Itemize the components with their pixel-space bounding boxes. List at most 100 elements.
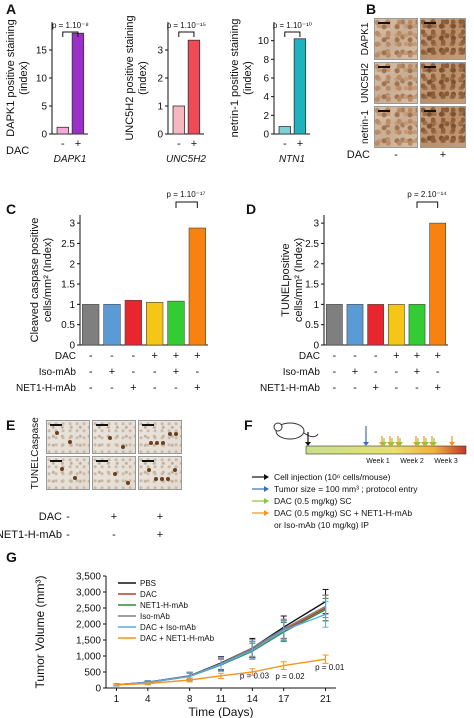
tunel-caspase-image (92, 420, 136, 454)
stained-cell (55, 431, 59, 435)
sign: - (131, 366, 135, 378)
panel-letter-e: E (6, 417, 15, 433)
stained-cell (68, 440, 72, 444)
y-tick-label: 1 (69, 300, 75, 311)
y-axis-label: (index) (242, 61, 254, 95)
legend-label: Iso-mAb (140, 612, 170, 621)
tunel-caspase-image (46, 456, 90, 490)
treatment-row-label: NET1-H-mAb (0, 529, 62, 541)
x-tick-label: 8 (187, 694, 193, 705)
dac-arrow-head (415, 442, 421, 446)
sign: + (151, 350, 157, 362)
sign: - (153, 382, 157, 394)
x-tick-label: 11 (216, 694, 227, 705)
dac-row-label: DAC (6, 145, 29, 157)
significance-bracket (416, 201, 439, 208)
y-axis-label: Cleaved caspase positive (29, 218, 41, 343)
y-tick-label: 1,000 (76, 652, 101, 663)
y-axis-label: cells/mm² (Index) (42, 238, 54, 322)
significance-bracket (178, 31, 195, 37)
treatment-row-label: Iso-mAb (283, 367, 321, 378)
y-tick-label: 1 (157, 102, 163, 113)
treatment-row-label: Iso-mAb (39, 367, 77, 378)
bar (172, 105, 185, 135)
x-tick-label: 17 (278, 694, 290, 705)
gene-label: UNC5H2 (166, 154, 206, 165)
dac-arrow-head (381, 442, 387, 446)
panel-letter-g: G (6, 549, 17, 565)
y-tick-label: 10 (258, 36, 270, 47)
ihc-row-label: UNC5H2 (360, 63, 371, 103)
y-tick-label: 2 (157, 74, 163, 85)
sign: + (109, 366, 115, 378)
p-value-label: p = 2.10⁻¹⁴ (407, 190, 447, 199)
sign: - (66, 511, 70, 523)
ihc-row-label: DAPK1 (360, 22, 371, 55)
p-value-label: p = 0.01 (315, 663, 345, 672)
scale-bar (424, 22, 436, 24)
panel-letter-a: A (6, 1, 16, 17)
stained-cell (168, 432, 172, 436)
stained-cell (108, 436, 112, 440)
sign: + (157, 511, 163, 523)
legend-label: NET1-H-mAb (140, 601, 189, 610)
stained-cell (155, 441, 159, 445)
y-tick-label: 0 (95, 684, 101, 695)
bar (346, 304, 364, 346)
sign: + (111, 511, 117, 523)
y-tick-label: 1,500 (76, 636, 101, 647)
sign: - (131, 350, 135, 362)
protocol-entry-arrow-head (363, 442, 369, 446)
stained-cell (173, 468, 177, 472)
x-tick-label: 4 (145, 694, 151, 705)
scale-bar (378, 110, 390, 112)
bar (82, 304, 100, 346)
legend-text: Cell injection (10⁶ cells/mouse) (274, 472, 391, 482)
tunel-caspase-image (92, 456, 136, 490)
y-tick-label: 0 (263, 130, 269, 141)
significance-bracket (62, 31, 79, 37)
sign: - (110, 350, 114, 362)
y-tick-label: 0 (313, 341, 319, 352)
y-axis-label: (index) (137, 61, 149, 95)
y-tick-label: 8 (263, 55, 269, 66)
dac-arrow-head (389, 442, 395, 446)
significance-bracket (284, 31, 301, 37)
stained-cell (174, 432, 178, 436)
panel-letter-b: B (366, 1, 376, 17)
y-tick-label: 15 (36, 46, 48, 57)
y-tick-label: 0 (69, 341, 75, 352)
ihc-image-dapk1-untreated (374, 18, 418, 60)
bar (124, 300, 142, 346)
y-axis-label: TUNELpositive (280, 243, 292, 316)
sign: + (372, 382, 378, 394)
sign: + (440, 149, 446, 161)
stained-cell (160, 477, 164, 481)
ihc-image-unc5h2-untreated (374, 62, 418, 104)
sign: - (174, 382, 178, 394)
ihc-row-label: Caspase (30, 417, 41, 457)
stained-cell (154, 477, 158, 481)
y-tick-label: 3,000 (76, 588, 101, 599)
y-axis-label: DAPK1 positive staining (5, 19, 17, 136)
y-tick-label: 3 (157, 46, 163, 57)
stained-cell (73, 476, 77, 480)
sign: - (66, 529, 70, 541)
sign: - (394, 366, 398, 378)
y-tick-label: 3,500 (76, 572, 101, 583)
ihc-image-unc5h2-dac (420, 62, 466, 104)
y-tick-label: 500 (84, 668, 101, 679)
legend-arrow-head (264, 498, 269, 504)
sign: - (374, 350, 378, 362)
sign: - (110, 382, 114, 394)
x-tick-label: + (297, 138, 303, 150)
x-tick-label: + (75, 138, 81, 150)
sign: - (332, 382, 336, 394)
sign: - (394, 382, 398, 394)
p-value-label: p = 1.10⁻¹⁵ (167, 21, 206, 30)
x-tick-label: 14 (247, 694, 259, 705)
x-tick-label: - (177, 138, 181, 150)
scale-bar (96, 460, 108, 462)
bar (146, 302, 164, 346)
